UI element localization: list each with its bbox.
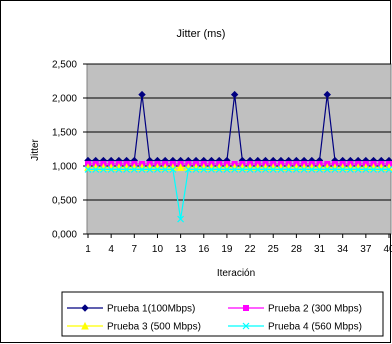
legend-item-2: Prueba 2 (300 Mbps) [228, 304, 362, 315]
x-tick-labels: 1 4 7 10 13 16 19 22 25 28 31 34 37 40 [85, 244, 392, 255]
legend-item-3: Prueba 3 (500 Mbps) [67, 322, 201, 333]
data-point-s4 [100, 165, 107, 173]
data-point-s4 [269, 165, 277, 173]
data-point-s4 [323, 165, 331, 173]
legend-label: Prueba 1(100Mbps) [107, 304, 195, 315]
data-point-s4 [92, 165, 100, 173]
data-point-s4 [285, 165, 293, 173]
data-point-s4 [200, 165, 208, 173]
data-point-s4 [300, 165, 308, 173]
y-tick-labels: 0,000 0,500 1,000 1,500 2,000 2,500 [52, 60, 77, 241]
plot-area [86, 63, 392, 235]
legend-item-4: Prueba 4 (560 Mbps) [228, 322, 362, 333]
data-point-s1 [230, 90, 239, 99]
data-point-s4 [231, 165, 239, 173]
data-point-s4 [154, 165, 161, 173]
x-tick-label: 16 [198, 244, 210, 255]
data-point-s4 [362, 165, 370, 173]
x-tick-label: 31 [314, 244, 326, 255]
data-point-s1 [138, 90, 146, 99]
series-1-line [88, 94, 389, 162]
x-tick-label: 22 [245, 244, 257, 255]
data-point-s4 [223, 165, 231, 173]
y-tick-label: 0,000 [52, 230, 77, 241]
series-lines [84, 90, 392, 223]
series-4-line [88, 168, 389, 220]
x-tick-label: 40 [383, 244, 392, 255]
y-tick-label: 1,500 [52, 128, 77, 139]
data-point-legend [243, 305, 249, 311]
data-point-s4 [192, 165, 200, 173]
x-axis-label: Iteración [217, 268, 255, 279]
data-point-s1 [323, 90, 331, 99]
data-point-s4 [385, 165, 392, 173]
legend-label: Prueba 2 (300 Mbps) [268, 304, 362, 315]
data-point-s4 [161, 165, 169, 173]
data-point-s3 [176, 163, 185, 171]
data-point-s4 [146, 165, 154, 173]
gridlines [83, 63, 391, 238]
data-point-s4 [254, 165, 262, 173]
data-point-s4 [138, 165, 146, 173]
legend-box [61, 291, 384, 337]
legend: Prueba 1(100Mbps) Prueba 2 (300 Mbps) Prue… [67, 304, 362, 333]
data-point-s4 [84, 165, 92, 173]
data-point-s4 [370, 165, 377, 173]
x-tick-label: 37 [360, 244, 372, 255]
x-tick-label: 1 [85, 244, 91, 255]
x-tick-label: 13 [175, 244, 187, 255]
data-point-s4 [354, 165, 362, 173]
data-point-s4 [169, 165, 177, 173]
data-point-s4 [238, 165, 246, 173]
x-tick-label: 19 [221, 244, 233, 255]
data-point-s4 [292, 165, 300, 173]
data-point-s4 [208, 165, 215, 173]
x-tick-label: 10 [152, 244, 164, 255]
data-point-s4 [215, 165, 223, 173]
data-point-s4 [246, 165, 254, 173]
data-point-s4 [177, 215, 185, 223]
x-tick-label: 4 [108, 244, 114, 255]
data-point-s4 [262, 165, 269, 173]
data-point-s4 [308, 165, 316, 173]
y-tick-label: 1,000 [52, 162, 77, 173]
data-point-s4 [184, 165, 192, 173]
data-point-s4 [115, 165, 123, 173]
data-point-legend [81, 321, 89, 330]
data-point-legend [242, 322, 250, 330]
x-tick-label: 34 [337, 244, 349, 255]
legend-label: Prueba 3 (500 Mbps) [107, 322, 201, 333]
data-point-s4 [346, 165, 354, 173]
data-point-s4 [123, 165, 131, 173]
data-point-s4 [331, 165, 339, 173]
x-tick-label: 28 [291, 244, 303, 255]
y-tick-label: 0,500 [52, 196, 77, 207]
series-4 [84, 165, 392, 223]
data-point-s4 [130, 165, 138, 173]
data-point-legend [81, 304, 89, 312]
data-point-s4 [277, 165, 285, 173]
y-axis-label: Jitter [30, 138, 41, 160]
data-point-s4 [107, 165, 115, 173]
y-tick-label: 2,000 [52, 94, 77, 105]
legend-item-1: Prueba 1(100Mbps) [67, 304, 195, 315]
legend-label: Prueba 4 (560 Mbps) [268, 322, 362, 333]
x-tick-label: 7 [132, 244, 138, 255]
x-tick-label: 25 [268, 244, 280, 255]
data-point-s4 [316, 165, 323, 173]
data-point-s4 [339, 165, 347, 173]
y-tick-label: 2,500 [52, 60, 77, 71]
data-point-s4 [377, 165, 385, 173]
chart-title: Jitter (ms) [177, 28, 226, 40]
